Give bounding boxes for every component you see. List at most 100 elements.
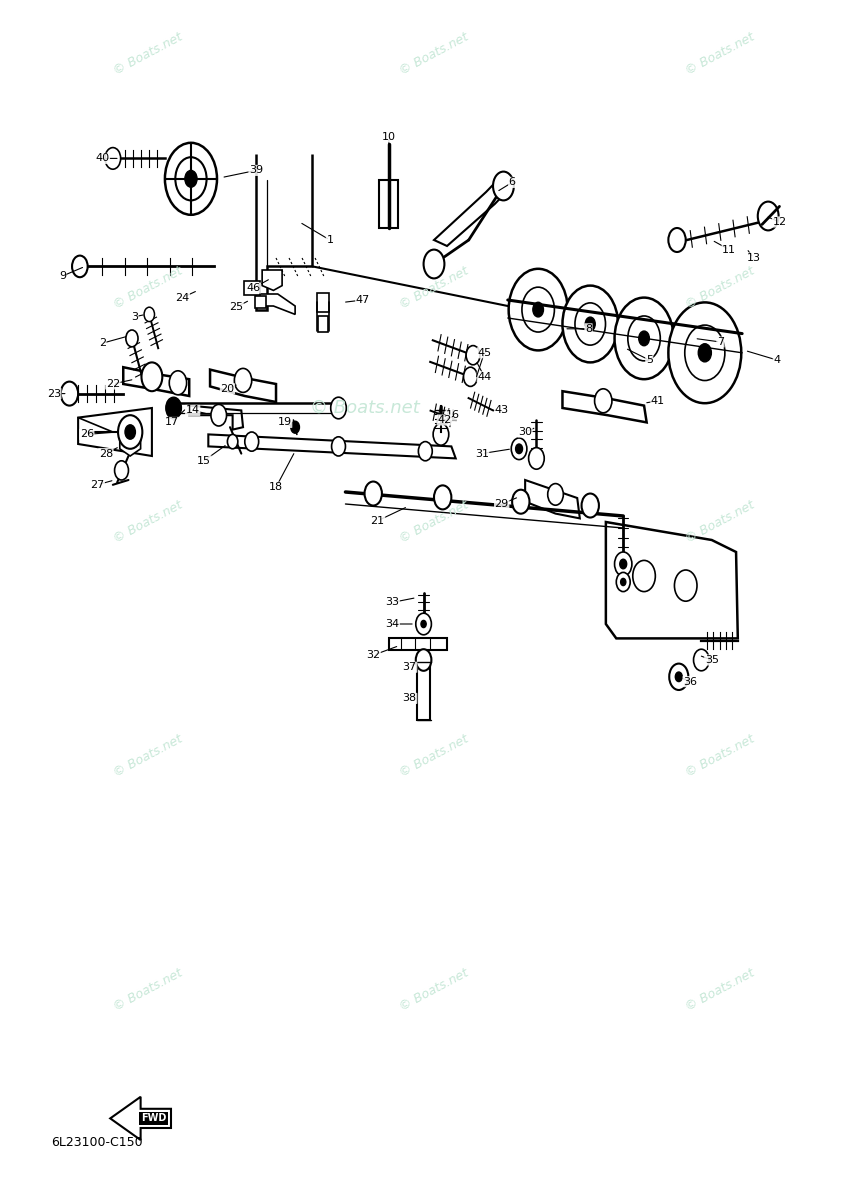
Text: © Boats.net: © Boats.net	[398, 732, 470, 780]
Polygon shape	[262, 270, 282, 290]
Circle shape	[424, 250, 444, 278]
Polygon shape	[256, 154, 312, 310]
Text: © Boats.net: © Boats.net	[684, 732, 757, 780]
Circle shape	[141, 362, 162, 391]
Circle shape	[639, 331, 649, 346]
Circle shape	[418, 442, 432, 461]
Text: © Boats.net: © Boats.net	[398, 966, 470, 1014]
Text: 36: 36	[683, 677, 697, 686]
Circle shape	[668, 302, 741, 403]
Text: 3: 3	[131, 312, 138, 322]
Circle shape	[669, 664, 688, 690]
Polygon shape	[189, 406, 243, 430]
Circle shape	[668, 228, 686, 252]
Text: 6L23100-C150: 6L23100-C150	[51, 1136, 143, 1148]
Circle shape	[575, 302, 606, 346]
Text: 27: 27	[90, 480, 104, 490]
Circle shape	[628, 316, 661, 361]
Text: 28: 28	[99, 449, 113, 458]
Text: 22: 22	[106, 379, 120, 389]
Polygon shape	[606, 522, 738, 638]
Text: 34: 34	[385, 619, 399, 629]
Circle shape	[582, 493, 599, 517]
Text: 4: 4	[773, 355, 780, 365]
Text: 19: 19	[278, 418, 292, 427]
Text: © Boats.net: © Boats.net	[398, 264, 470, 312]
Circle shape	[615, 298, 674, 379]
Text: 42: 42	[437, 415, 451, 425]
Circle shape	[533, 302, 543, 317]
Bar	[379, 180, 398, 228]
Circle shape	[685, 325, 725, 380]
Text: 16: 16	[446, 410, 460, 420]
Bar	[244, 281, 260, 295]
Circle shape	[633, 560, 655, 592]
Text: 41: 41	[651, 396, 665, 406]
Text: 37: 37	[403, 662, 417, 672]
Text: 32: 32	[366, 650, 380, 660]
Text: 23: 23	[47, 389, 61, 398]
Bar	[255, 296, 266, 308]
Bar	[318, 316, 328, 332]
Circle shape	[416, 649, 431, 671]
Polygon shape	[525, 480, 580, 518]
Text: 13: 13	[746, 253, 760, 263]
Circle shape	[185, 170, 197, 187]
Text: 8: 8	[585, 324, 592, 334]
Circle shape	[126, 330, 138, 347]
Circle shape	[529, 448, 544, 469]
Bar	[418, 662, 431, 720]
Text: 11: 11	[722, 245, 736, 254]
Text: © Boats.net: © Boats.net	[684, 30, 757, 78]
Text: 10: 10	[382, 132, 396, 142]
Text: 17: 17	[165, 418, 179, 427]
Circle shape	[72, 256, 88, 277]
Circle shape	[175, 157, 207, 200]
Polygon shape	[562, 391, 647, 422]
Circle shape	[61, 382, 78, 406]
Text: 7: 7	[717, 337, 724, 347]
Text: 35: 35	[705, 655, 719, 665]
Polygon shape	[208, 434, 456, 458]
Circle shape	[118, 415, 142, 449]
Text: © Boats.net: © Boats.net	[111, 732, 184, 780]
Polygon shape	[210, 370, 276, 402]
Circle shape	[234, 368, 252, 392]
Circle shape	[512, 490, 529, 514]
Text: 21: 21	[371, 516, 385, 526]
Text: 40: 40	[95, 154, 109, 163]
Text: 2: 2	[99, 338, 106, 348]
Circle shape	[115, 461, 128, 480]
Circle shape	[493, 172, 514, 200]
Text: © Boats.net: © Boats.net	[684, 264, 757, 312]
Circle shape	[421, 620, 426, 628]
Circle shape	[331, 397, 346, 419]
Text: 30: 30	[518, 427, 532, 437]
Circle shape	[758, 202, 779, 230]
Text: 9: 9	[59, 271, 66, 281]
Circle shape	[227, 434, 238, 449]
Polygon shape	[434, 174, 512, 246]
Text: 20: 20	[220, 384, 234, 394]
Circle shape	[433, 424, 449, 445]
Text: 15: 15	[197, 456, 211, 466]
Text: 18: 18	[269, 482, 283, 492]
Circle shape	[105, 148, 121, 169]
Text: 43: 43	[495, 406, 509, 415]
Text: © Boats.net: © Boats.net	[310, 398, 419, 416]
Text: © Boats.net: © Boats.net	[398, 30, 470, 78]
Circle shape	[169, 371, 187, 395]
Circle shape	[585, 317, 595, 331]
Text: 6: 6	[509, 178, 516, 187]
Circle shape	[674, 570, 697, 601]
Circle shape	[616, 572, 630, 592]
Circle shape	[516, 444, 523, 454]
Text: 39: 39	[249, 166, 263, 175]
Circle shape	[511, 438, 527, 460]
Circle shape	[211, 404, 227, 426]
Circle shape	[416, 613, 431, 635]
Text: 5: 5	[646, 355, 653, 365]
Text: © Boats.net: © Boats.net	[398, 498, 470, 546]
Circle shape	[548, 484, 563, 505]
Text: 12: 12	[773, 217, 786, 227]
